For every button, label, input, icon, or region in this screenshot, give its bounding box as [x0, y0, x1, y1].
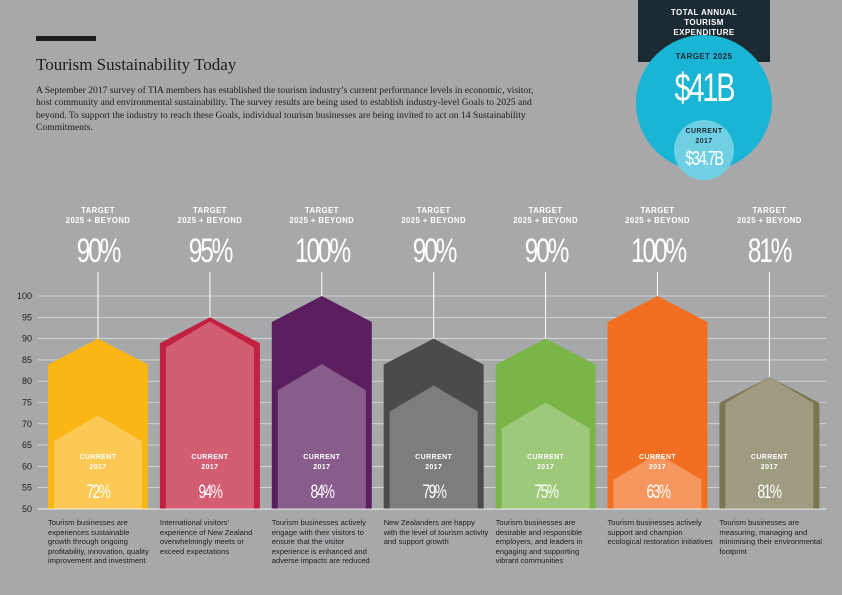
current-house — [165, 321, 254, 509]
y-tick-label: 55 — [22, 483, 32, 493]
target-value: 90% — [412, 232, 457, 270]
target-house — [48, 338, 148, 509]
current-house — [54, 415, 142, 509]
target-value: 100% — [630, 232, 687, 270]
target-label: TARGET 2025 + BEYOND — [513, 206, 578, 225]
current-circle — [674, 120, 734, 180]
description: New Zealanders are happy with the level … — [383, 518, 489, 547]
target-house — [383, 338, 484, 509]
expenditure-target-value: $41B — [674, 66, 736, 110]
current-label: CURRENT 2017 — [191, 454, 229, 471]
current-label: CURRENT 2017 — [415, 454, 453, 471]
y-tick-label: 50 — [22, 504, 32, 514]
target-house — [607, 296, 708, 509]
target-circle — [636, 35, 772, 171]
current-value: 81% — [757, 482, 783, 503]
description: Tourism businesses are desirable and res… — [495, 518, 583, 566]
target-house — [159, 317, 260, 509]
target-label: TARGET 2025 + BEYOND — [401, 206, 467, 225]
expenditure-current-value: $34.7B — [685, 148, 723, 170]
current-label: CURRENT 2017 — [638, 454, 677, 471]
y-tick-label: 65 — [22, 440, 32, 450]
y-tick-label: 95 — [22, 312, 32, 322]
target-value: 90% — [76, 232, 122, 270]
current-label: CURRENT 2017 — [527, 454, 565, 471]
current-house — [277, 364, 366, 509]
target-house — [271, 296, 372, 509]
target-value: 81% — [748, 232, 793, 270]
y-tick-label: 80 — [22, 376, 32, 386]
current-value: 63% — [645, 482, 671, 503]
current-value: 75% — [534, 482, 559, 503]
description: Tourism businesses actively engage with … — [271, 518, 370, 566]
target-value: 100% — [294, 232, 351, 270]
current-value: 84% — [310, 482, 335, 503]
target-house — [495, 338, 596, 509]
y-tick-label: 70 — [22, 419, 32, 429]
current-value: 94% — [198, 482, 223, 503]
current-label: CURRENT 2017 — [79, 454, 117, 471]
target-house — [719, 376, 820, 509]
target-label: TARGET 2025 + BEYOND — [736, 206, 802, 225]
y-tick-label: 85 — [22, 355, 32, 365]
current-house — [725, 376, 814, 509]
title: Tourism Sustainability Today — [36, 55, 237, 74]
target-value: 90% — [524, 232, 569, 270]
current-house — [501, 402, 590, 509]
expenditure-current-label: CURRENT 2017 — [685, 128, 723, 145]
target-value: 95% — [188, 232, 234, 270]
current-value: 72% — [86, 482, 111, 503]
y-tick-label: 75 — [22, 398, 32, 408]
y-tick-label: 60 — [22, 461, 32, 471]
description: Tourism businesses are experiences susta… — [48, 518, 149, 566]
description: Tourism businesses are measuring, managi… — [719, 518, 822, 556]
current-label: CURRENT 2017 — [750, 454, 788, 471]
expenditure-title: TOTAL ANNUAL TOURISM EXPENDITURE — [670, 8, 738, 37]
expenditure-target-label: TARGET 2025 — [675, 52, 733, 61]
intro-text: A September 2017 survey of TIA members h… — [36, 85, 534, 134]
target-label: TARGET 2025 + BEYOND — [177, 206, 243, 225]
description: Tourism businesses actively support and … — [607, 518, 713, 547]
current-house — [389, 385, 478, 509]
target-label: TARGET 2025 + BEYOND — [289, 206, 355, 225]
y-tick-label: 90 — [22, 334, 32, 344]
current-house — [613, 453, 702, 509]
current-value: 79% — [422, 482, 447, 503]
description: International visitors’ experience of Ne… — [159, 518, 253, 556]
target-label: TARGET 2025 + BEYOND — [65, 206, 131, 225]
y-tick-label: 100 — [17, 291, 32, 301]
current-label: CURRENT 2017 — [303, 454, 341, 471]
title-bar — [36, 36, 96, 41]
target-label: TARGET 2025 + BEYOND — [625, 206, 690, 225]
